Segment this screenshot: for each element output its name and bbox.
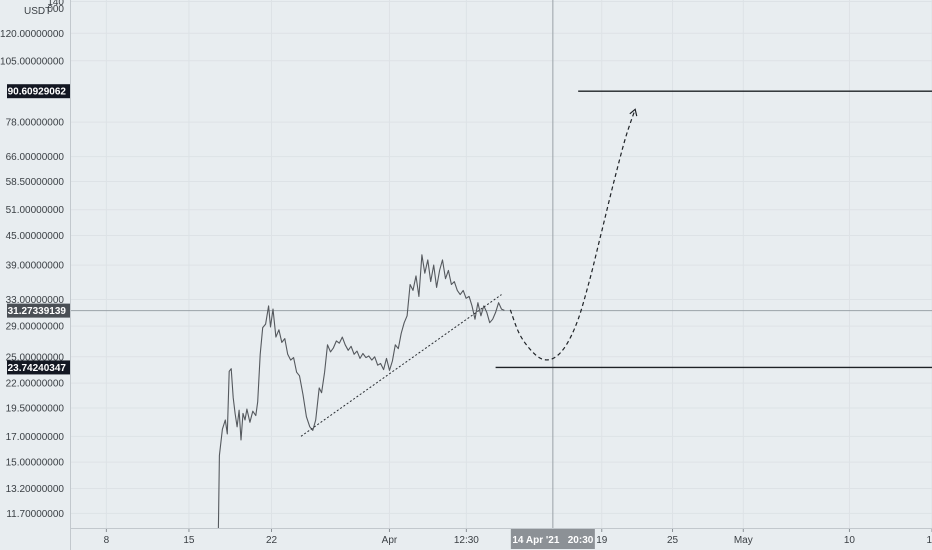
y-tick-label: 15.00000000 bbox=[6, 458, 65, 469]
y-tick-label: 140 bbox=[47, 0, 64, 8]
projection-path-dashed bbox=[509, 109, 636, 361]
y-tick-label: 66.00000000 bbox=[6, 152, 65, 163]
x-tick-label: 8 bbox=[104, 535, 110, 546]
y-tick-label: 19.50000000 bbox=[6, 404, 65, 415]
y-tick-label: 22.00000000 bbox=[6, 379, 65, 390]
y-tick-label: 51.00000000 bbox=[6, 205, 65, 216]
gridlines bbox=[71, 0, 932, 528]
y-tick-label: 17.00000000 bbox=[6, 432, 65, 443]
price-axis[interactable]: USDT 000 140 120.00000000 105.00000000 78.0… bbox=[0, 0, 64, 520]
y-tick-label: 29.00000000 bbox=[6, 322, 65, 333]
price-tag-label: 31.27339139 bbox=[8, 306, 67, 317]
price-top-fragment: 000 bbox=[47, 4, 64, 15]
drawings bbox=[300, 90, 932, 437]
crosshair-time-tag bbox=[510, 529, 595, 549]
trendline-dotted bbox=[300, 294, 502, 437]
crosshair-time-label: 14 Apr '21 20:30 bbox=[512, 535, 593, 546]
x-tick-label: 22 bbox=[266, 535, 278, 546]
price-tag bbox=[7, 360, 70, 375]
y-tick-label: 58.50000000 bbox=[6, 177, 65, 188]
x-tick-label: 25 bbox=[667, 535, 679, 546]
price-tag-label: 90.60929062 bbox=[8, 87, 67, 98]
y-tick-label: 120.00000000 bbox=[0, 29, 64, 40]
y-tick-label: 105.00000000 bbox=[0, 56, 64, 67]
crosshair bbox=[71, 0, 932, 528]
x-tick-label: 17 bbox=[926, 535, 932, 546]
price-series bbox=[217, 254, 505, 529]
time-axis[interactable]: 8 15 22 Apr 12:30 19 25 May 10 17 14 Apr '21 20:30 bbox=[104, 528, 932, 549]
y-tick-label: 78.00000000 bbox=[6, 118, 65, 129]
price-tag bbox=[7, 84, 70, 99]
price-line bbox=[217, 254, 505, 529]
y-tick-label: 45.00000000 bbox=[6, 231, 65, 242]
x-tick-label: 15 bbox=[183, 535, 195, 546]
y-tick-label: 33.00000000 bbox=[6, 295, 65, 306]
price-levels: 90.60929062 31.27339139 23.74240347 bbox=[7, 84, 70, 375]
projection-arrowhead bbox=[629, 108, 638, 117]
x-tick-label: May bbox=[734, 535, 753, 546]
x-tick-label: 10 bbox=[844, 535, 856, 546]
x-tick-label: 19 bbox=[596, 535, 608, 546]
y-tick-label: 25.00000000 bbox=[6, 352, 65, 363]
x-tick-label: Apr bbox=[382, 535, 398, 546]
price-tag bbox=[7, 303, 70, 318]
x-tick-label: 12:30 bbox=[454, 535, 479, 546]
y-tick-label: 39.00000000 bbox=[6, 261, 65, 272]
y-tick-label: 13.20000000 bbox=[6, 484, 65, 495]
price-tag-label: 23.74240347 bbox=[8, 363, 67, 374]
y-tick-label: 11.70000000 bbox=[6, 509, 64, 520]
currency-label: USDT bbox=[24, 6, 51, 17]
